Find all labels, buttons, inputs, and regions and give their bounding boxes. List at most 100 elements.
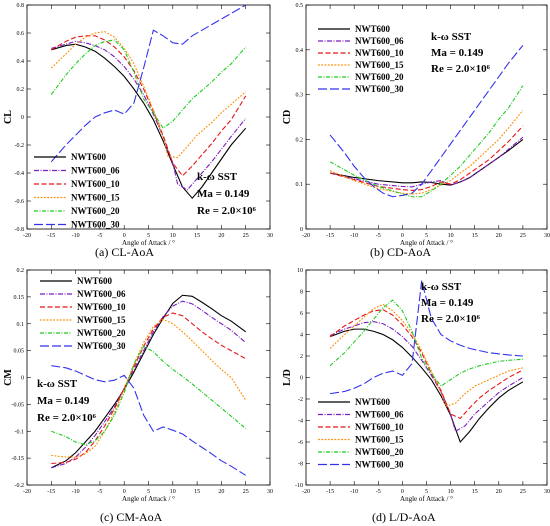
x-axis-label: Angle of Attack / ° bbox=[122, 239, 175, 247]
y-tick-label: -0.15 bbox=[12, 456, 25, 462]
caption-c: (c) CM-AoA bbox=[100, 510, 163, 524]
x-tick-label: 25 bbox=[243, 233, 249, 239]
series-line-nwt600 bbox=[51, 294, 247, 469]
series-line-nwt600 bbox=[51, 43, 247, 200]
legend-entry: NWT600_10 bbox=[355, 48, 404, 58]
x-tick-label: 15 bbox=[472, 233, 478, 239]
series-line-nwt600-15 bbox=[329, 109, 524, 195]
annotation-a-mach: Ma = 0.149 bbox=[197, 188, 250, 200]
legend-entry: NWT600_06 bbox=[355, 36, 404, 46]
x-tick-label: -20 bbox=[302, 233, 310, 239]
caption-a: (a) CL-AoA bbox=[95, 245, 154, 259]
x-tick-label: 0 bbox=[401, 489, 404, 495]
x-tick-label: -10 bbox=[350, 233, 358, 239]
y-tick-label: 4 bbox=[300, 333, 303, 339]
x-tick-label: 0 bbox=[123, 233, 126, 239]
y-tick-label: -0.1 bbox=[15, 429, 25, 435]
x-tick-label: 30 bbox=[544, 489, 550, 495]
legend-entry: NWT600 bbox=[355, 397, 391, 407]
series-line-nwt600-30 bbox=[50, 4, 246, 163]
x-axis-label: Angle of Attack / ° bbox=[400, 239, 453, 247]
y-axis-label: CD bbox=[282, 110, 293, 124]
y-tick-label: 0 bbox=[300, 227, 303, 233]
x-tick-label: -10 bbox=[350, 489, 358, 495]
annotation-b-reynolds: Re = 2.0×10⁶ bbox=[431, 63, 491, 75]
legend-entry: NWT600_30 bbox=[355, 460, 404, 470]
x-tick-label: -5 bbox=[97, 489, 102, 495]
y-tick-label: -0.8 bbox=[15, 227, 25, 233]
y-tick-label: 0.5 bbox=[296, 3, 304, 9]
legend-c: NWT600 NWT600_06 NWT600_10 NWT600_15 NWT600_… bbox=[40, 276, 126, 351]
legend-entry: NWT600 bbox=[71, 152, 107, 162]
x-tick-label: 20 bbox=[496, 233, 502, 239]
y-axis-label: L/D bbox=[282, 369, 293, 386]
series-line-nwt600-15 bbox=[50, 31, 247, 159]
x-tick-label: -10 bbox=[72, 233, 80, 239]
legend-entry: NWT600 bbox=[355, 24, 391, 34]
series-line-nwt600-10 bbox=[329, 309, 524, 420]
x-tick-label: 30 bbox=[267, 233, 273, 239]
x-tick-label: -15 bbox=[326, 489, 334, 495]
annotation-c-mach: Ma = 0.149 bbox=[37, 395, 90, 407]
y-tick-label: -2 bbox=[298, 397, 303, 403]
y-axis-label: CM bbox=[3, 369, 14, 386]
legend-entry: NWT600_20 bbox=[355, 72, 404, 82]
x-tick-label: 15 bbox=[194, 233, 200, 239]
x-tick-label: -20 bbox=[23, 233, 31, 239]
annotation-a-reynolds: Re = 2.0×10⁶ bbox=[197, 205, 257, 217]
series-line-nwt600-30 bbox=[329, 44, 524, 198]
y-tick-label: 0.8 bbox=[17, 3, 25, 9]
x-tick-label: 30 bbox=[544, 233, 550, 239]
series-line-nwt600-30 bbox=[51, 365, 246, 476]
x-tick-label: -15 bbox=[326, 233, 334, 239]
y-tick-label: 0.2 bbox=[17, 268, 25, 274]
legend-entry: NWT600_20 bbox=[355, 447, 404, 457]
legend-entry: NWT600_20 bbox=[77, 328, 126, 338]
y-tick-label: 0 bbox=[21, 376, 24, 382]
x-tick-label: -20 bbox=[23, 489, 31, 495]
series-line-nwt600-15 bbox=[51, 318, 247, 458]
caption-d: (d) L/D-AoA bbox=[372, 510, 436, 524]
legend-entry: NWT600_10 bbox=[77, 302, 126, 312]
annotation-c-model: k-ω SST bbox=[37, 378, 78, 390]
series-line-nwt600-20 bbox=[329, 85, 524, 198]
y-tick-label: -6 bbox=[298, 440, 303, 446]
legend-entry: NWT600_10 bbox=[71, 179, 120, 189]
series-line-nwt600-06 bbox=[51, 40, 247, 191]
y-tick-label: 0.2 bbox=[17, 87, 25, 93]
series-line-nwt600-10 bbox=[329, 125, 524, 192]
y-tick-label: 0.4 bbox=[17, 59, 25, 65]
legend-entry: NWT600_30 bbox=[71, 220, 120, 230]
legend-entry: NWT600_06 bbox=[355, 410, 404, 420]
x-tick-label: 25 bbox=[520, 489, 526, 495]
plot-area-a: -20 -15 -10 -5 0 5 10 15 20 25 30 -0.8 -0.6 -0.4 -0.2 0… bbox=[3, 3, 273, 247]
x-tick-label: 0 bbox=[401, 233, 404, 239]
annotation-a-model: k-ω SST bbox=[197, 171, 238, 183]
panel-d: -20 -15 -10 -5 0 5 10 15 20 25 30-10-8-6-4-2024681… bbox=[282, 268, 550, 524]
y-tick-label: 8 bbox=[300, 290, 303, 296]
x-tick-label: -5 bbox=[376, 233, 381, 239]
x-tick-label: 5 bbox=[147, 489, 150, 495]
annotation-b-mach: Ma = 0.149 bbox=[431, 47, 484, 59]
y-tick-label: 0.05 bbox=[14, 349, 25, 355]
series-line-nwt600-10 bbox=[51, 312, 246, 465]
y-tick-label: -10 bbox=[295, 483, 303, 489]
x-tick-label: 25 bbox=[520, 233, 526, 239]
series-line-nwt600 bbox=[329, 138, 524, 186]
legend-a: NWT600 NWT600_06 NWT600_10 NWT600_15 NWT600_… bbox=[34, 152, 120, 230]
x-tick-label: -20 bbox=[302, 489, 310, 495]
y-tick-label: 0.1 bbox=[17, 322, 25, 328]
plot-area-c: -20 -15 -10 -5 0 5 10 15 20 25 30 -0.2 -0.15 -0.1 -0.0… bbox=[3, 268, 273, 503]
y-tick-label: 0.6 bbox=[17, 31, 25, 37]
y-tick-label: -8 bbox=[298, 462, 303, 468]
x-tick-label: 25 bbox=[243, 489, 249, 495]
x-tick-label: 10 bbox=[448, 233, 454, 239]
panel-a: -20 -15 -10 -5 0 5 10 15 20 25 30 -0.8 -0.6 -0.4 -0.2 0… bbox=[3, 3, 273, 259]
series-line-nwt600-20 bbox=[51, 345, 247, 446]
legend-entry: NWT600_30 bbox=[77, 341, 126, 351]
annotation-d-reynolds: Re = 2.0×10⁶ bbox=[421, 313, 481, 325]
series-line-nwt600-06 bbox=[51, 300, 247, 469]
y-tick-label: 0 bbox=[300, 376, 303, 382]
plot-frame-b bbox=[305, 4, 548, 230]
series-line-nwt600-20 bbox=[329, 299, 523, 387]
